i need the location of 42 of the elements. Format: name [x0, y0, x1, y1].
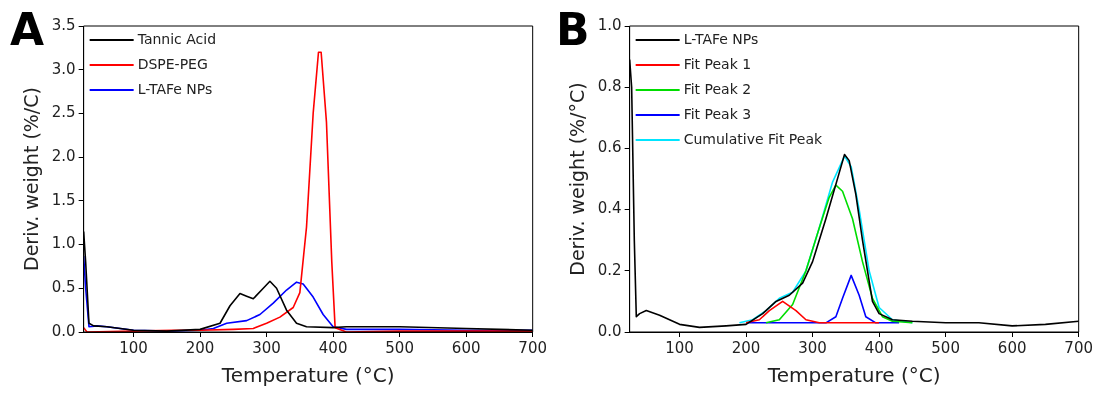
y-tick-label: 1.5 [51, 190, 76, 209]
legend-label: DSPE-PEG [137, 55, 208, 72]
legend-label: Cumulative Fit Peak [683, 130, 824, 147]
y-tick-label: 0.8 [597, 77, 622, 96]
x-tick-label: 700 [1064, 338, 1094, 357]
y-tick-label: 0.6 [597, 138, 622, 157]
y-tick-label: 0.0 [51, 321, 76, 340]
y-tick-label: 2.0 [51, 147, 76, 166]
x-tick-label: 100 [665, 338, 694, 357]
x-tick-label: 200 [731, 338, 761, 357]
legend-label: Fit Peak 3 [683, 105, 752, 122]
legend-label: Tannic Acid [136, 30, 217, 47]
y-tick-label: 0.4 [597, 199, 622, 218]
x-tick-label: 600 [451, 338, 481, 357]
x-axis-title: Temperature (°C) [220, 363, 395, 388]
y-tick-label: 0.2 [597, 260, 622, 279]
y-tick-label: 2.5 [51, 103, 76, 122]
x-tick-label: 500 [931, 338, 960, 357]
x-tick-label: 600 [997, 338, 1027, 357]
x-tick-label: 500 [385, 338, 414, 357]
y-tick-label: 1.0 [597, 15, 622, 34]
x-tick-label: 200 [185, 338, 215, 357]
legend-label: L-TAFe NPs [683, 30, 759, 47]
x-tick-label: 300 [252, 338, 281, 357]
legend-label: L-TAFe NPs [137, 80, 213, 97]
chart-title: B [556, 4, 590, 56]
y-tick-label: 1.0 [51, 234, 76, 253]
y-tick-label: 3.0 [51, 59, 76, 78]
y-tick-label: 0.0 [597, 321, 622, 340]
legend-label: Fit Peak 2 [683, 80, 752, 97]
x-tick-label: 300 [798, 338, 827, 357]
y-tick-label: 3.5 [51, 15, 76, 34]
chart-title: A [10, 4, 45, 56]
x-tick-label: 400 [864, 338, 894, 357]
x-tick-label: 700 [518, 338, 548, 357]
y-tick-label: 0.5 [51, 278, 76, 297]
x-tick-label: 100 [119, 338, 148, 357]
x-axis-title: Temperature (°C) [766, 363, 941, 388]
y-axis-title: Deriv. weight (%/°C) [566, 82, 589, 276]
x-tick-label: 400 [318, 338, 348, 357]
y-axis-title: Deriv. weight (%/C) [20, 87, 43, 271]
legend-label: Fit Peak 1 [683, 55, 752, 72]
